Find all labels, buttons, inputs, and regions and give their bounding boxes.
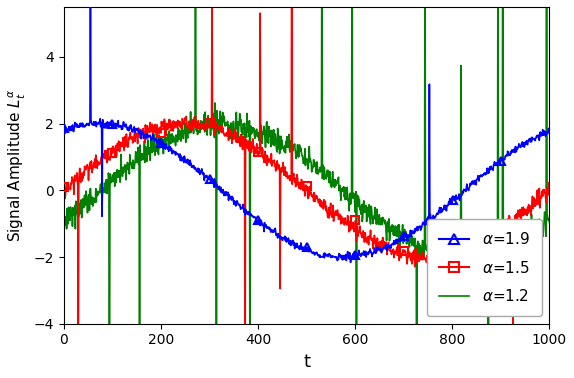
- $\alpha$=1.2: [110, 172, 117, 177]
- $\alpha$=1.9: [275, 231, 282, 236]
- $\alpha$=1.5: [395, 243, 402, 247]
- Y-axis label: Signal Amplitude $L_t^{\alpha}$: Signal Amplitude $L_t^{\alpha}$: [7, 89, 28, 242]
- Line: $\alpha$=1.2: $\alpha$=1.2: [64, 0, 549, 378]
- X-axis label: t: t: [303, 353, 310, 371]
- Line: $\alpha$=1.9: $\alpha$=1.9: [64, 0, 549, 262]
- $\alpha$=1.9: [347, 260, 354, 265]
- $\alpha$=1.9: [257, 220, 264, 224]
- $\alpha$=1.5: [546, 186, 553, 191]
- $\alpha$=1.5: [449, 251, 456, 256]
- Line: $\alpha$=1.5: $\alpha$=1.5: [64, 0, 549, 378]
- $\alpha$=1.9: [449, 198, 456, 202]
- $\alpha$=1.2: [439, 246, 446, 250]
- $\alpha$=1.5: [110, 147, 117, 152]
- $\alpha$=1.2: [448, 254, 455, 259]
- $\alpha$=1.2: [394, 234, 401, 239]
- $\alpha$=1.5: [440, 257, 447, 262]
- Legend: $\alpha$=1.9, $\alpha$=1.5, $\alpha$=1.2: $\alpha$=1.9, $\alpha$=1.5, $\alpha$=1.2: [426, 219, 542, 316]
- $\alpha$=1.2: [257, 137, 263, 142]
- $\alpha$=1.5: [275, 167, 282, 171]
- $\alpha$=1.5: [60, 184, 67, 189]
- $\alpha$=1.2: [274, 126, 281, 131]
- $\alpha$=1.9: [110, 121, 117, 126]
- $\alpha$=1.5: [257, 143, 264, 147]
- $\alpha$=1.9: [60, 126, 67, 130]
- $\alpha$=1.2: [546, 220, 553, 225]
- $\alpha$=1.9: [546, 127, 553, 132]
- $\alpha$=1.9: [395, 237, 402, 242]
- $\alpha$=1.9: [440, 207, 447, 211]
- $\alpha$=1.2: [60, 226, 67, 231]
